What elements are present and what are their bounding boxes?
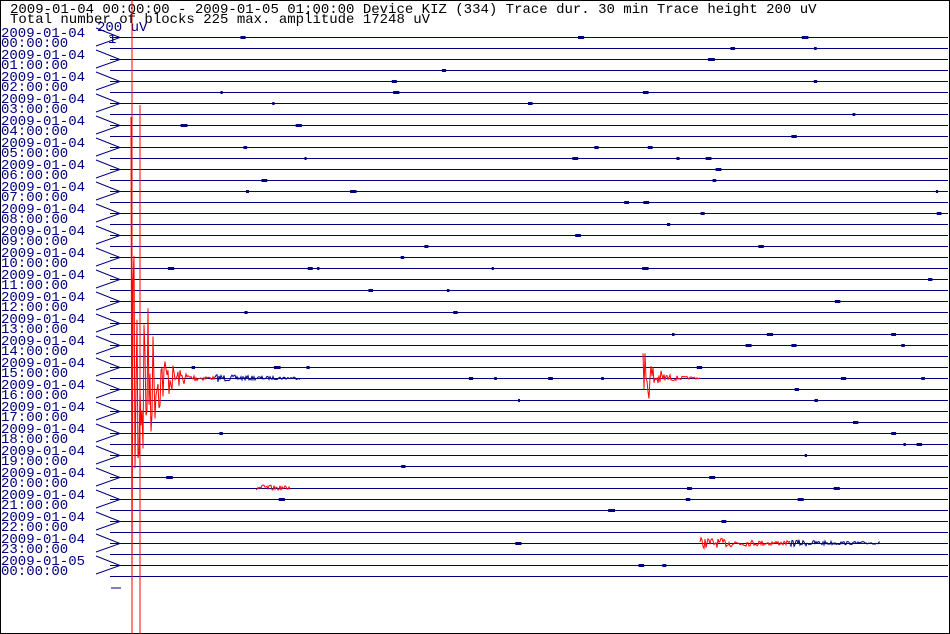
row-time: 05:00:00 — [1, 146, 68, 162]
row-labels: 2009-01-0400:00:002009-01-0401:00:002009… — [1, 26, 122, 580]
row-time: 15:00:00 — [1, 366, 68, 382]
row-time: 03:00:00 — [1, 102, 68, 118]
row-marker — [95, 445, 122, 465]
row-date: 2009-01-04 — [1, 26, 85, 42]
row-marker — [95, 511, 122, 531]
row-marker — [95, 115, 122, 135]
row-date: 2009-01-04 — [1, 510, 85, 526]
row-marker — [95, 27, 122, 47]
row-time: 10:00:00 — [1, 256, 68, 272]
row-time: 14:00:00 — [1, 344, 68, 360]
row-marker — [95, 247, 122, 267]
row-date: 2009-01-04 — [1, 48, 85, 64]
row-time: 19:00:00 — [1, 454, 68, 470]
header-line: Total number of blocks 225 max. amplitud… — [10, 12, 431, 28]
row-time: 20:00:00 — [1, 476, 68, 492]
row-time: 11:00:00 — [1, 278, 68, 294]
row-time: 06:00:00 — [1, 168, 68, 184]
row-time: 22:00:00 — [1, 520, 68, 536]
row-time: 07:00:00 — [1, 190, 68, 206]
row-time: 12:00:00 — [1, 300, 68, 316]
waveform — [699, 536, 791, 551]
row-time: 18:00:00 — [1, 432, 68, 448]
row-marker — [95, 203, 122, 223]
row-time: 13:00:00 — [1, 322, 68, 338]
row-date: 2009-01-04 — [1, 136, 85, 152]
row-date: 2009-01-04 — [1, 334, 85, 350]
row-marker — [95, 335, 122, 355]
row-time: 17:00:00 — [1, 410, 68, 426]
row-marker — [95, 313, 122, 333]
row-marker — [95, 423, 122, 443]
row-date: 2009-01-04 — [1, 290, 85, 306]
waveform — [789, 539, 881, 548]
row-date: 2009-01-04 — [1, 114, 85, 130]
row-marker — [95, 489, 122, 509]
waveform — [642, 353, 701, 399]
row-time: 00:00:00 — [1, 564, 68, 580]
row-marker — [95, 555, 122, 575]
row-date: 2009-01-04 — [1, 268, 85, 284]
row-marker — [95, 49, 122, 69]
row-time: 00:00:00 — [1, 36, 68, 52]
row-date: 2009-01-04 — [1, 378, 85, 394]
row-date: 2009-01-04 — [1, 202, 85, 218]
row-time: 04:00:00 — [1, 124, 68, 140]
row-time: 16:00:00 — [1, 388, 68, 404]
row-date: 2009-01-04 — [1, 356, 85, 372]
row-time: 23:00:00 — [1, 542, 68, 558]
row-date: 2009-01-04 — [1, 422, 85, 438]
row-marker — [95, 137, 122, 157]
row-marker — [95, 269, 122, 289]
row-time: 02:00:00 — [1, 80, 68, 96]
row-marker — [95, 357, 122, 377]
header-line: 2009-01-04 00:00:00 - 2009-01-05 01:00:0… — [10, 2, 817, 18]
row-marker — [95, 533, 122, 553]
row-date: 2009-01-04 — [1, 92, 85, 108]
row-marker — [95, 181, 122, 201]
scale-label: 200 uV — [97, 20, 148, 36]
row-date: 2009-01-04 — [1, 312, 85, 328]
row-date: 2009-01-04 — [1, 532, 85, 548]
row-marker — [95, 93, 122, 113]
row-date: 2009-01-04 — [1, 466, 85, 482]
row-marker — [95, 159, 122, 179]
row-date: 2009-01-04 — [1, 224, 85, 240]
row-marker — [95, 225, 122, 245]
row-date: 2009-01-04 — [1, 400, 85, 416]
row-date: 2009-01-04 — [1, 246, 85, 262]
row-marker — [95, 71, 122, 91]
row-marker — [95, 467, 122, 487]
row-date: 2009-01-04 — [1, 158, 85, 174]
row-time: 09:00:00 — [1, 234, 68, 250]
row-marker — [95, 379, 122, 399]
waveform — [255, 484, 291, 491]
row-time: 21:00:00 — [1, 498, 68, 514]
waveform — [130, 116, 216, 583]
row-date: 2009-01-05 — [1, 554, 85, 570]
row-time: 01:00:00 — [1, 58, 68, 74]
row-date: 2009-01-04 — [1, 444, 85, 460]
row-marker — [95, 401, 122, 421]
traces — [110, 0, 948, 634]
row-time: 08:00:00 — [1, 212, 68, 228]
row-date: 2009-01-04 — [1, 70, 85, 86]
row-marker — [95, 291, 122, 311]
waveform — [214, 373, 301, 382]
row-date: 2009-01-04 — [1, 488, 85, 504]
row-date: 2009-01-04 — [1, 180, 85, 196]
